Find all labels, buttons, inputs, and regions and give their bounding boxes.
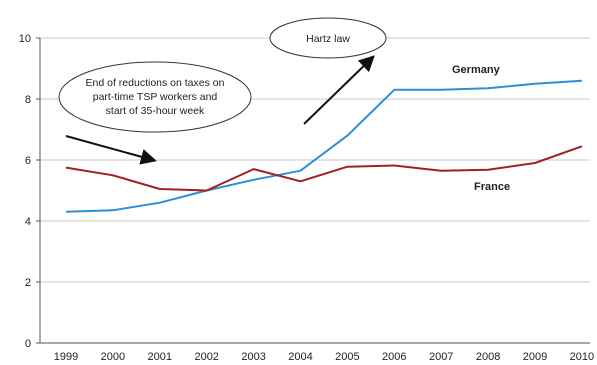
annotation-arrow xyxy=(303,55,375,125)
germany-line xyxy=(65,79,582,213)
france-line xyxy=(65,145,583,192)
x-tick-label: 2000 xyxy=(101,351,125,363)
series-labels: Germany France xyxy=(452,64,510,193)
annotation-line: part-time TSP workers and xyxy=(93,91,218,103)
x-tick-label: 2008 xyxy=(476,351,500,363)
x-tick-label: 2010 xyxy=(570,351,594,363)
series-label: France xyxy=(474,181,510,193)
y-tick-label: 2 xyxy=(25,277,31,289)
x-tick-label: 2001 xyxy=(148,351,172,363)
x-tick-label: 2006 xyxy=(382,351,406,363)
annotation-line: Hartz law xyxy=(306,33,350,45)
annotation-line: start of 35-hour week xyxy=(106,105,205,117)
axes: 0 2 4 6 8 10 1999 2000 2001 2002 2003 2004 2005 2006 2… xyxy=(19,33,594,363)
y-tick-label: 0 xyxy=(25,338,31,350)
x-tick-label: 2002 xyxy=(194,351,218,363)
x-tick-label: 2004 xyxy=(288,351,312,363)
x-tick-label: 2009 xyxy=(523,351,547,363)
series-label: Germany xyxy=(452,64,501,76)
x-tick-label: 2003 xyxy=(241,351,265,363)
y-tick-label: 6 xyxy=(25,155,31,167)
annotation-bubble xyxy=(58,61,252,133)
series-lines xyxy=(65,79,583,213)
y-tick-label: 4 xyxy=(25,216,31,228)
x-tick-label: 2007 xyxy=(429,351,453,363)
annotation-bubble xyxy=(269,17,387,59)
annotation-hartz-law: Hartz law xyxy=(269,17,387,125)
annotation-arrow xyxy=(65,135,157,165)
y-tick-label: 8 xyxy=(25,94,31,106)
y-tick-label: 10 xyxy=(19,33,31,45)
x-tick-label: 2005 xyxy=(335,351,359,363)
annotation-35-hour-week: End of reductions on taxes on part-time … xyxy=(58,61,252,165)
annotation-line: End of reductions on taxes on xyxy=(86,77,225,89)
x-tick-label: 1999 xyxy=(54,351,78,363)
